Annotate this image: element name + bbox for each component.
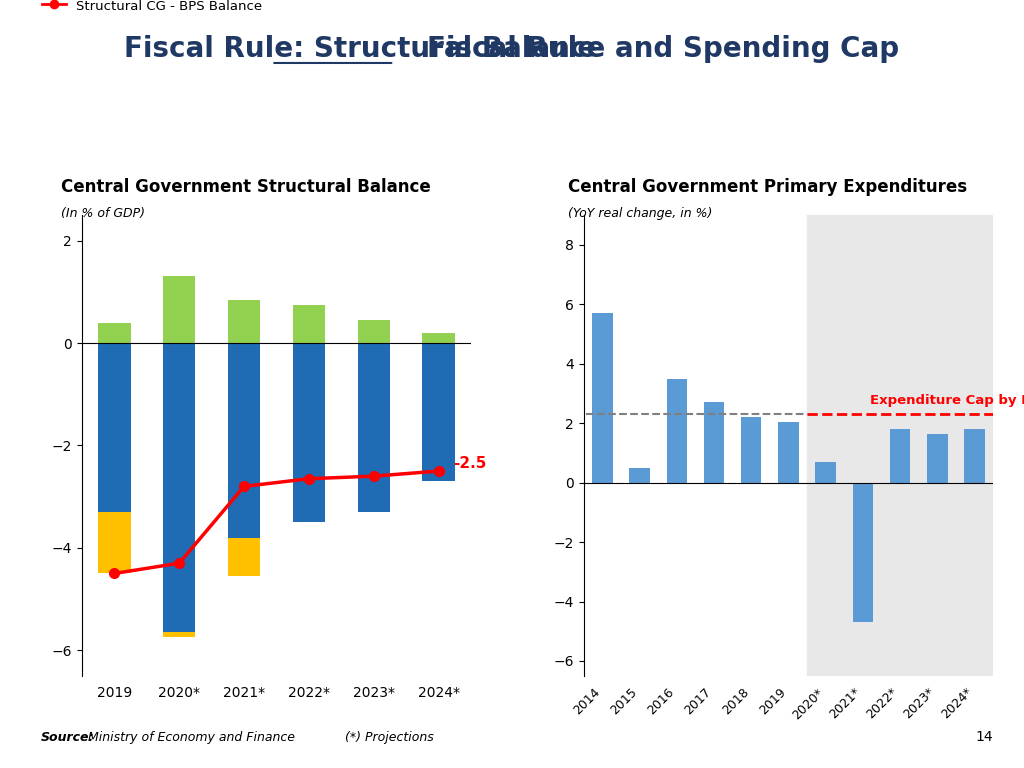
Bar — [630, 468, 650, 482]
Bar — [422, 333, 455, 343]
Bar — [592, 313, 612, 482]
Bar — [227, 343, 260, 576]
Legend: Adjustment for Cyclical Factors, Extraordinary Factors Adjustment, CG - BPS Bala: Adjustment for Cyclical Factors, Extraor… — [42, 0, 299, 12]
Bar — [815, 462, 836, 482]
Text: (*) Projections: (*) Projections — [345, 731, 433, 744]
Bar — [965, 429, 985, 482]
Bar — [667, 379, 687, 482]
Text: (In % of GDP): (In % of GDP) — [61, 207, 145, 220]
Bar — [357, 320, 390, 343]
Bar — [741, 417, 762, 482]
Bar — [778, 422, 799, 482]
Bar — [807, 215, 995, 676]
Bar — [927, 434, 947, 482]
Bar — [98, 323, 131, 343]
Bar — [357, 343, 390, 512]
Bar — [293, 343, 325, 522]
Text: Ministry of Economy and Finance: Ministry of Economy and Finance — [84, 731, 295, 744]
Text: Central Government Primary Expenditures: Central Government Primary Expenditures — [568, 178, 968, 196]
Bar — [163, 343, 196, 637]
Bar — [98, 343, 131, 574]
Text: Expenditure Cap by Law: Expenditure Cap by Law — [870, 394, 1024, 407]
Bar — [163, 276, 196, 343]
Bar — [422, 343, 455, 482]
Bar — [853, 482, 873, 622]
Bar — [227, 300, 260, 343]
Text: (YoY real change, in %): (YoY real change, in %) — [568, 207, 713, 220]
Bar — [98, 512, 131, 574]
Text: Source:: Source: — [41, 731, 94, 744]
Bar — [293, 305, 325, 343]
Bar — [227, 538, 260, 576]
Text: 14: 14 — [976, 730, 993, 744]
Text: -2.5: -2.5 — [453, 456, 486, 472]
Text: Fiscal Rule: Fiscal Rule — [427, 35, 597, 62]
Text: Fiscal Rule: Structural Balance and Spending Cap: Fiscal Rule: Structural Balance and Spen… — [125, 35, 899, 62]
Bar — [703, 402, 724, 482]
Bar — [163, 632, 196, 637]
Bar — [890, 429, 910, 482]
Text: Central Government Structural Balance: Central Government Structural Balance — [61, 178, 431, 196]
